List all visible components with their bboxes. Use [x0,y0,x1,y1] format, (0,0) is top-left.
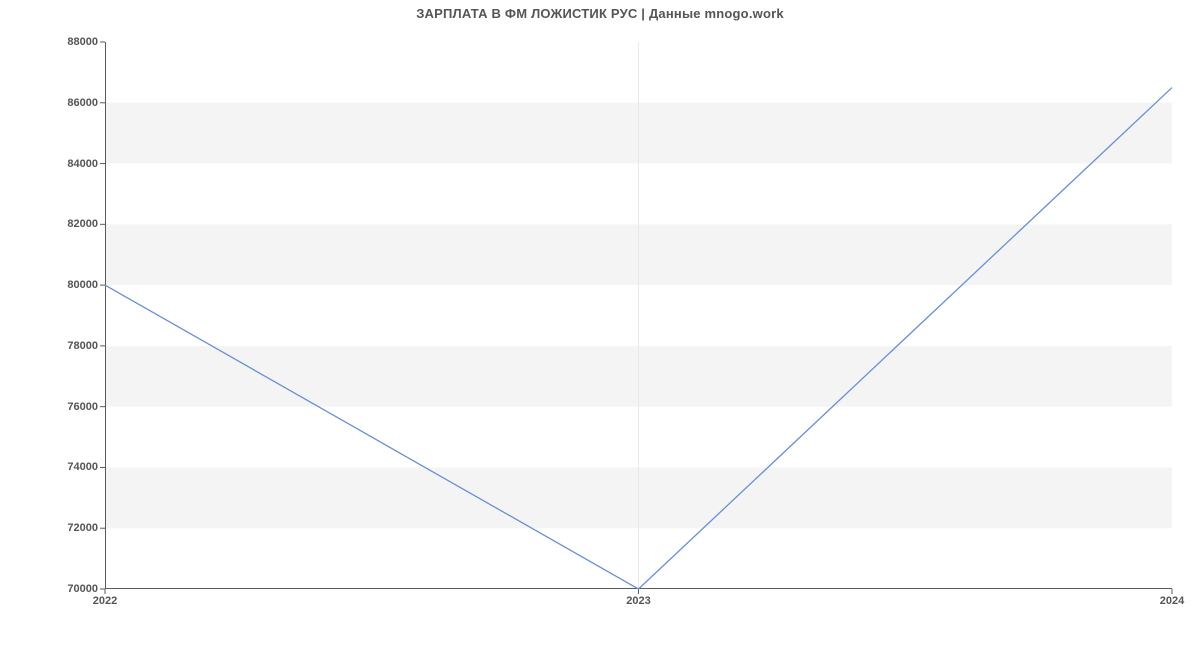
xtick-label: 2024 [1160,595,1184,607]
salary-line-chart: ЗАРПЛАТА В ФМ ЛОЖИСТИК РУС | Данные mnog… [0,0,1200,650]
ytick-label: 88000 [38,36,98,48]
chart-svg [105,42,1172,589]
xtick-label: 2023 [626,595,650,607]
plot-area [105,42,1172,589]
ytick-label: 76000 [38,401,98,413]
ytick-label: 80000 [38,279,98,291]
xtick-label: 2022 [93,595,117,607]
ytick-label: 86000 [38,97,98,109]
ytick-label: 82000 [38,218,98,230]
ytick-label: 72000 [38,522,98,534]
ytick-label: 78000 [38,340,98,352]
chart-title: ЗАРПЛАТА В ФМ ЛОЖИСТИК РУС | Данные mnog… [0,6,1200,21]
ytick-label: 70000 [38,583,98,595]
ytick-label: 84000 [38,158,98,170]
ytick-label: 74000 [38,461,98,473]
